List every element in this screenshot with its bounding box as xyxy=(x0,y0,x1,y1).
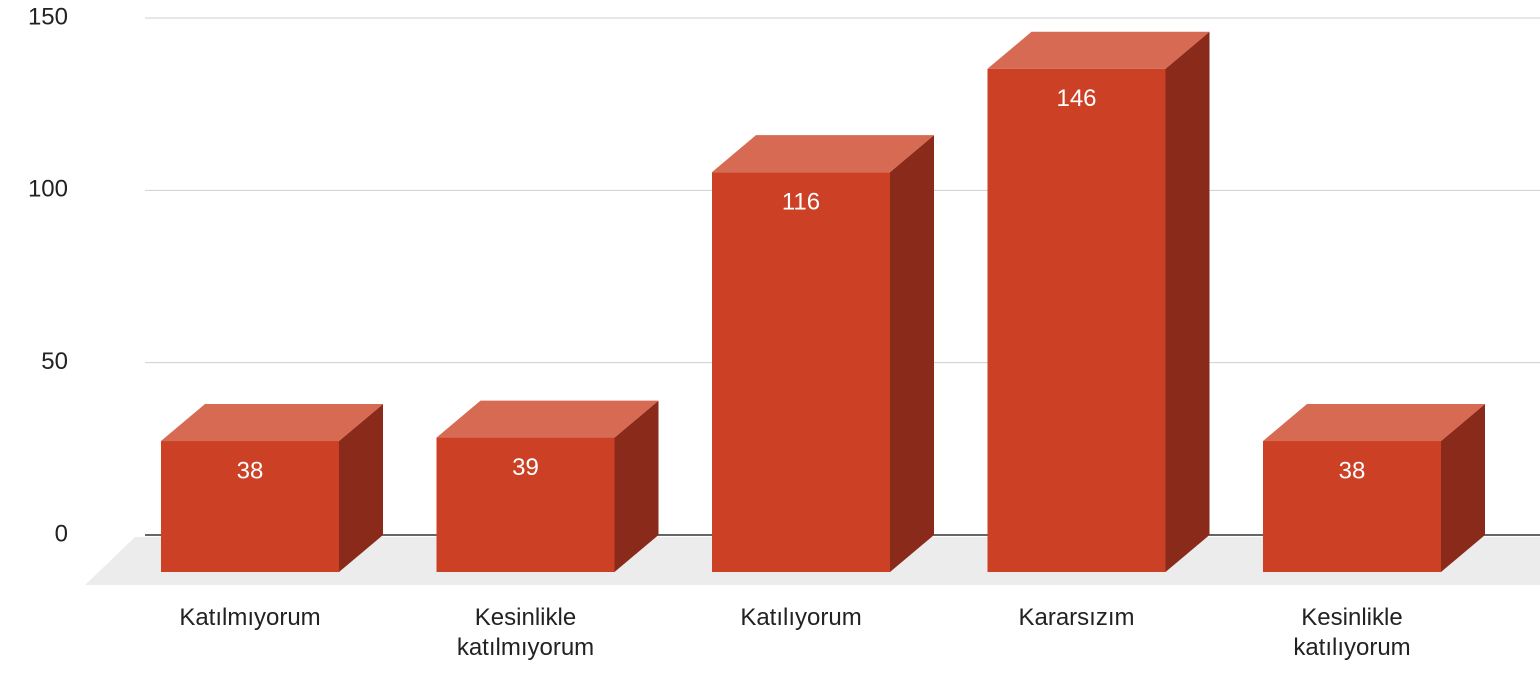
bar xyxy=(987,68,1166,572)
bar xyxy=(436,437,615,572)
value-label: 38 xyxy=(237,457,264,484)
bar xyxy=(161,441,339,572)
value-label: 146 xyxy=(1056,85,1096,112)
bar-top xyxy=(436,400,659,438)
bar-side xyxy=(1165,31,1210,572)
y-tick-label: 0 xyxy=(55,520,68,547)
bar-top xyxy=(161,404,383,442)
bar-side xyxy=(339,404,383,572)
bar-top xyxy=(987,31,1210,69)
y-tick-label: 150 xyxy=(28,3,68,30)
y-tick-label: 100 xyxy=(28,176,68,203)
bar-side xyxy=(1441,404,1485,572)
x-tick-label: Katılıyorum xyxy=(740,604,862,631)
value-label: 39 xyxy=(512,454,539,481)
bar xyxy=(1263,441,1441,572)
x-tick-label: Kararsızım xyxy=(1018,604,1135,631)
bar-side xyxy=(890,135,934,573)
value-label: 116 xyxy=(782,189,820,216)
bar-side xyxy=(614,400,659,572)
bar-top xyxy=(1263,404,1485,442)
bar xyxy=(712,172,890,573)
x-tick-label: Katılmıyorum xyxy=(179,604,321,631)
x-tick-label: Kesinlikle katılıyorum xyxy=(1293,604,1411,661)
value-label: 38 xyxy=(1339,457,1366,484)
bar-top xyxy=(712,135,934,173)
x-tick-label: Kesinlikle katılmıyorum xyxy=(456,604,595,661)
y-tick-label: 50 xyxy=(41,348,68,375)
